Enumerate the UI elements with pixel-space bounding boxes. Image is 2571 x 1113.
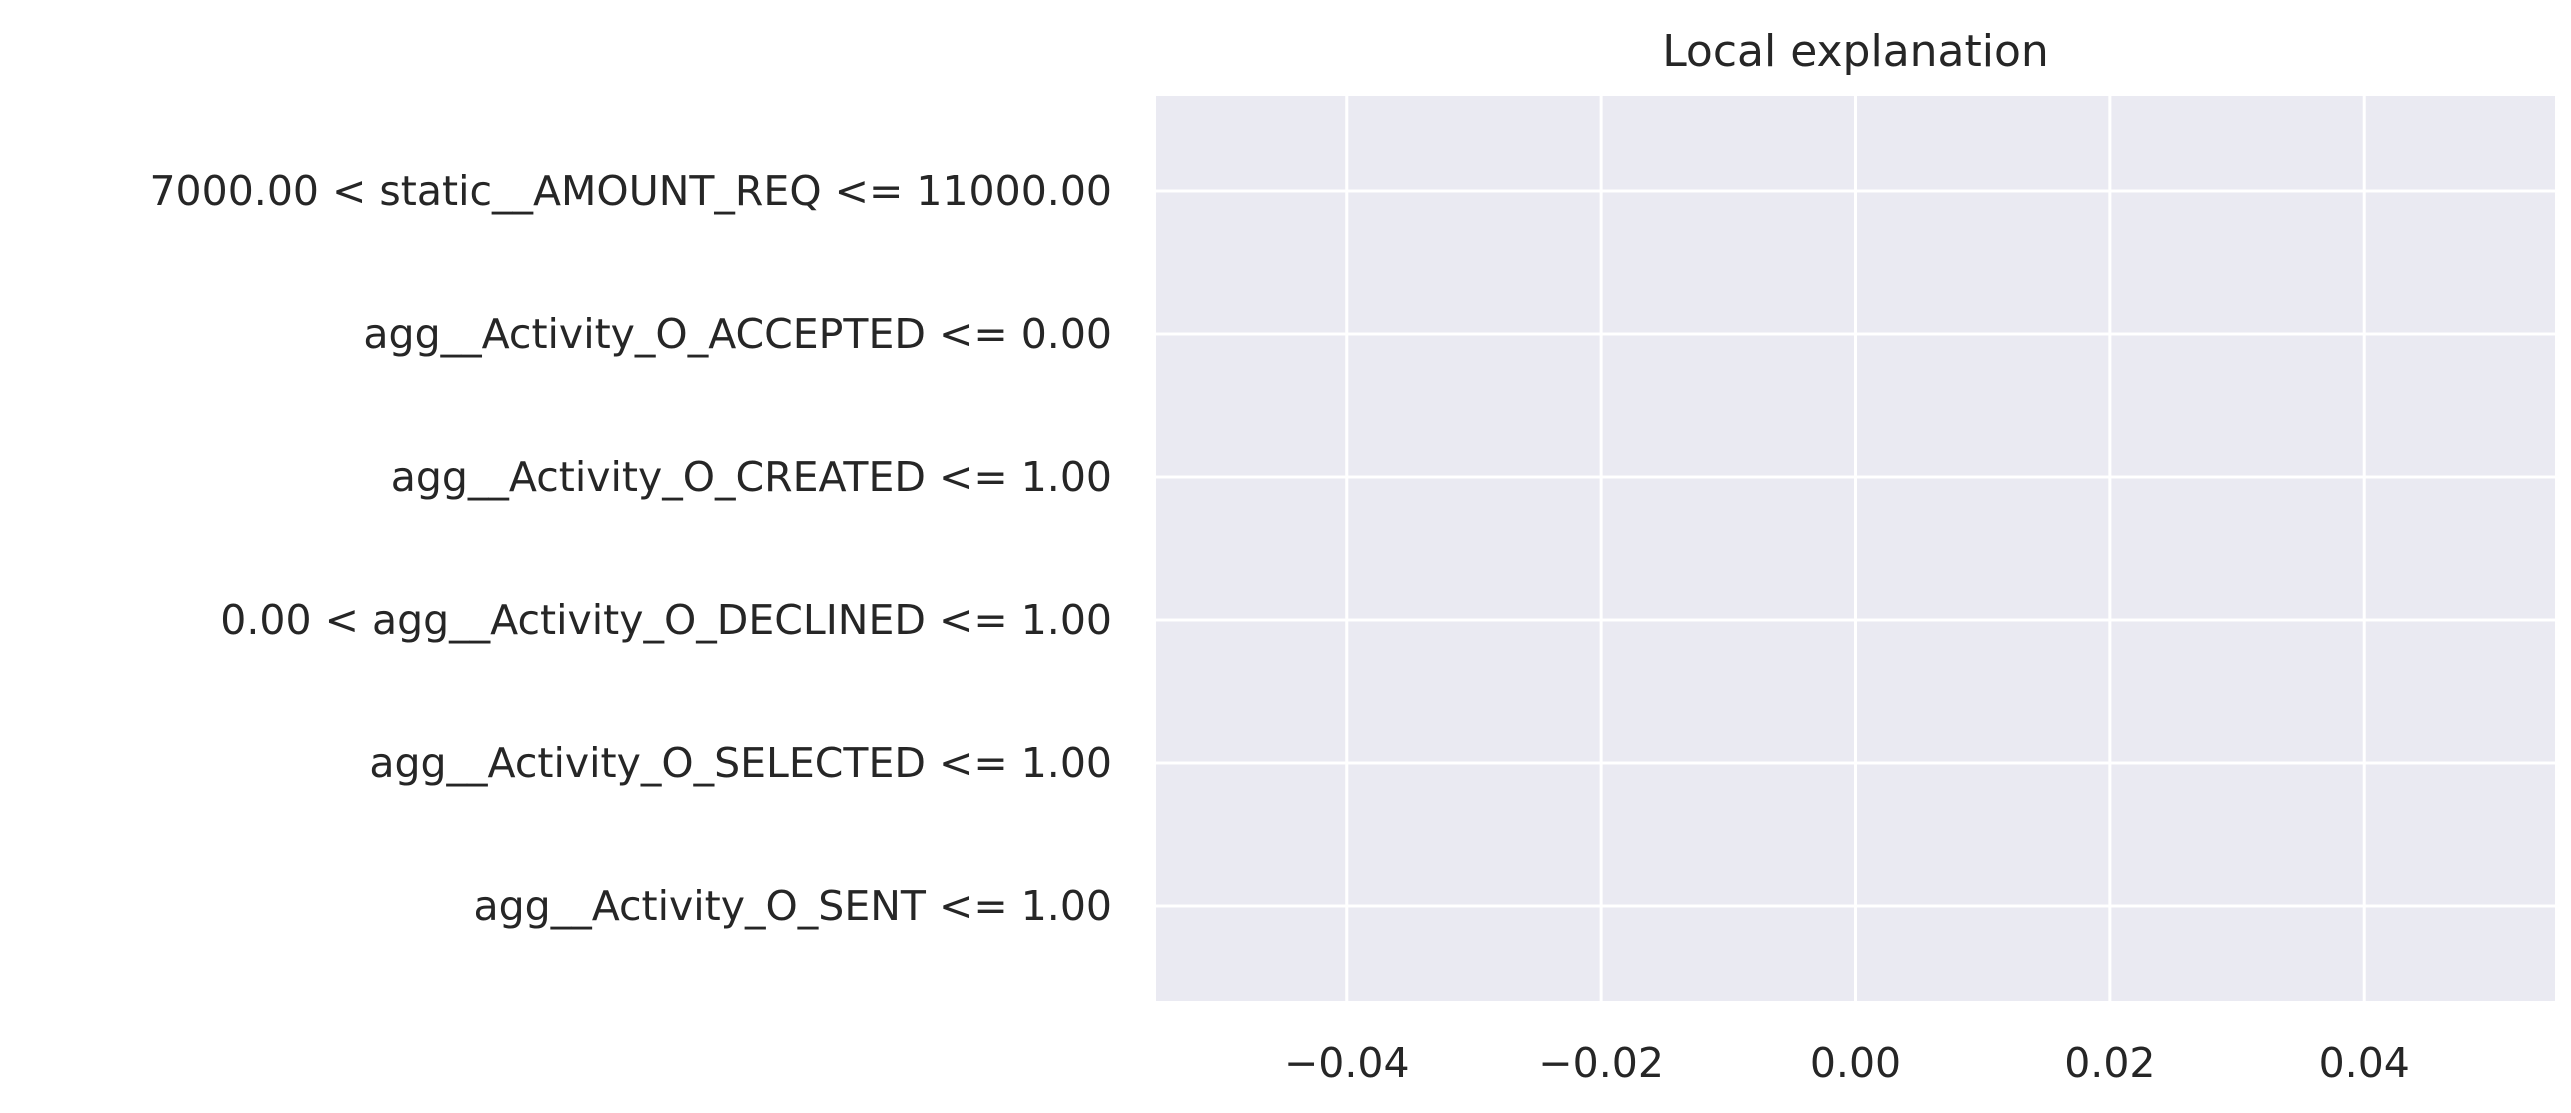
feature-label: 7000.00 < static__AMOUNT_REQ <= 11000.00 [149, 167, 1112, 215]
feature-label: 0.00 < agg__Activity_O_DECLINED <= 1.00 [220, 596, 1112, 644]
x-tick-label: 0.00 [1810, 1039, 1901, 1087]
y-tick-labels: 7000.00 < static__AMOUNT_REQ <= 11000.00… [149, 167, 1112, 930]
feature-label: agg__Activity_O_CREATED <= 1.00 [391, 453, 1112, 501]
x-tick-label: 0.04 [2319, 1039, 2410, 1087]
x-tick-label: −0.02 [1538, 1039, 1664, 1087]
x-gridlines [1345, 96, 2366, 1001]
feature-label: agg__Activity_O_SENT <= 1.00 [474, 882, 1112, 930]
y-gridlines [1156, 189, 2555, 908]
feature-label: agg__Activity_O_ACCEPTED <= 0.00 [363, 310, 1112, 358]
chart-title: Local explanation [1662, 26, 2049, 77]
x-tick-label: −0.04 [1284, 1039, 1410, 1087]
x-tick-label: 0.02 [2064, 1039, 2155, 1087]
x-tick-labels: −0.04 −0.02 0.00 0.02 0.04 [1284, 1039, 2410, 1087]
feature-label: agg__Activity_O_SELECTED <= 1.00 [369, 739, 1112, 787]
